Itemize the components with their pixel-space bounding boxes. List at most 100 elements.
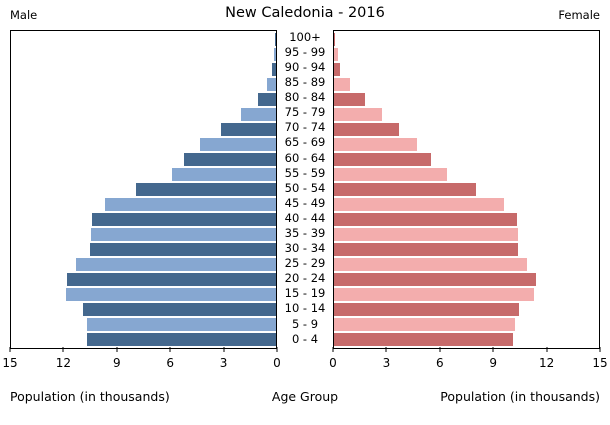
axis-tick-label-0: 0 bbox=[329, 356, 337, 370]
female-axis-ticks: 0 3 6 9 12 15 bbox=[329, 347, 608, 379]
male-bar-row-10-14 bbox=[11, 302, 276, 317]
male-bar-row-45-49 bbox=[11, 197, 276, 212]
female-bar-0-4 bbox=[334, 333, 514, 346]
male-bar-5-9 bbox=[86, 318, 276, 331]
age-label-15-19: 15 - 19 bbox=[284, 286, 326, 301]
chart-title: New Caledonia - 2016 bbox=[225, 5, 385, 21]
age-label-70-74: 70 - 74 bbox=[284, 120, 326, 135]
male-bar-row-5-9 bbox=[11, 317, 276, 332]
female-bar-row-40-44 bbox=[334, 212, 599, 227]
female-axis-label: Population (in thousands) bbox=[440, 389, 600, 404]
axis-tick-label-6: 6 bbox=[166, 356, 175, 370]
age-label-5-9: 5 - 9 bbox=[291, 316, 319, 331]
female-bar-40-44 bbox=[334, 213, 517, 226]
female-bar-row-5-9 bbox=[334, 317, 599, 332]
axis-tick-label-3: 3 bbox=[219, 356, 228, 370]
female-bar-row-50-54 bbox=[334, 182, 599, 197]
male-bar-100plus bbox=[275, 33, 276, 46]
male-bar-85-89 bbox=[267, 78, 276, 91]
male-axis-label: Population (in thousands) bbox=[10, 389, 170, 404]
age-label-75-79: 75 - 79 bbox=[284, 105, 326, 120]
female-bar-20-24 bbox=[334, 273, 537, 286]
age-label-35-39: 35 - 39 bbox=[284, 226, 326, 241]
female-side-header: Female bbox=[558, 8, 600, 22]
female-bar-75-79 bbox=[334, 108, 382, 121]
axis-tick-label-3: 3 bbox=[382, 356, 391, 370]
female-bar-80-84 bbox=[334, 93, 365, 106]
axis-tick-mark bbox=[332, 347, 334, 352]
male-bar-row-20-24 bbox=[11, 272, 276, 287]
male-bar-65-69 bbox=[200, 138, 276, 151]
male-bar-row-55-59 bbox=[11, 167, 276, 182]
male-bar-55-59 bbox=[171, 168, 276, 181]
axis-tick-mark bbox=[546, 347, 548, 352]
male-axis-ticks: 15 12 9 6 3 0 bbox=[2, 347, 281, 379]
male-bar-row-25-29 bbox=[11, 257, 276, 272]
age-label-65-69: 65 - 69 bbox=[284, 135, 326, 150]
male-bar-50-54 bbox=[135, 183, 276, 196]
age-label-60-64: 60 - 64 bbox=[284, 150, 326, 165]
age-label-10-14: 10 - 14 bbox=[284, 301, 326, 316]
axis-tick-mark bbox=[599, 347, 601, 352]
male-bar-row-40-44 bbox=[11, 212, 276, 227]
axis-tick-mark bbox=[9, 347, 11, 352]
male-bar-40-44 bbox=[92, 213, 276, 226]
female-bar-100plus bbox=[334, 33, 336, 46]
male-bar-row-65-69 bbox=[11, 137, 276, 152]
female-bar-25-29 bbox=[334, 258, 528, 271]
female-bar-10-14 bbox=[334, 303, 519, 316]
female-bar-85-89 bbox=[334, 78, 350, 91]
axis-tick-mark bbox=[223, 347, 225, 352]
axis-tick-label-9: 9 bbox=[489, 356, 498, 370]
male-side-header: Male bbox=[10, 8, 38, 22]
female-bar-row-70-74 bbox=[334, 122, 599, 137]
male-bar-80-84 bbox=[258, 93, 276, 106]
female-bar-55-59 bbox=[334, 168, 448, 181]
female-bar-15-19 bbox=[334, 288, 534, 301]
female-bar-30-34 bbox=[334, 243, 518, 256]
age-label-90-94: 90 - 94 bbox=[284, 59, 326, 74]
male-bar-35-39 bbox=[91, 228, 276, 241]
male-bar-row-100plus bbox=[11, 32, 276, 47]
male-bar-60-64 bbox=[184, 153, 276, 166]
axis-tick-label-0: 0 bbox=[273, 356, 281, 370]
female-bar-row-55-59 bbox=[334, 167, 599, 182]
female-bar-65-69 bbox=[334, 138, 418, 151]
male-bar-row-85-89 bbox=[11, 77, 276, 92]
male-bar-row-30-34 bbox=[11, 242, 276, 257]
female-bar-row-45-49 bbox=[334, 197, 599, 212]
female-bar-90-94 bbox=[334, 63, 341, 76]
axis-tick-mark bbox=[276, 347, 278, 352]
female-bar-row-90-94 bbox=[334, 62, 599, 77]
age-label-80-84: 80 - 84 bbox=[284, 90, 326, 105]
age-label-40-44: 40 - 44 bbox=[284, 210, 326, 225]
axis-tick-label-9: 9 bbox=[112, 356, 121, 370]
female-bar-row-85-89 bbox=[334, 77, 599, 92]
female-bar-row-0-4 bbox=[334, 332, 599, 347]
axis-tick-label-15: 15 bbox=[2, 356, 18, 370]
male-bar-30-34 bbox=[89, 243, 276, 256]
axis-tick-mark bbox=[169, 347, 171, 352]
male-bar-row-15-19 bbox=[11, 287, 276, 302]
axis-tick-label-12: 12 bbox=[55, 356, 72, 370]
female-bar-50-54 bbox=[334, 183, 477, 196]
female-bar-45-49 bbox=[334, 198, 505, 211]
female-bar-5-9 bbox=[334, 318, 516, 331]
axis-tick-mark bbox=[439, 347, 441, 352]
female-bar-row-20-24 bbox=[334, 272, 599, 287]
female-bar-60-64 bbox=[334, 153, 432, 166]
female-bar-row-65-69 bbox=[334, 137, 599, 152]
age-label-95-99: 95 - 99 bbox=[284, 44, 326, 59]
male-bar-0-4 bbox=[86, 333, 276, 346]
age-label-55-59: 55 - 59 bbox=[284, 165, 326, 180]
male-plot-area bbox=[10, 30, 277, 349]
axis-tick-mark bbox=[492, 347, 494, 352]
axis-tick-mark bbox=[116, 347, 118, 352]
male-bar-row-0-4 bbox=[11, 332, 276, 347]
female-bar-row-15-19 bbox=[334, 287, 599, 302]
age-group-labels: 100+ 95 - 99 90 - 94 85 - 89 80 - 84 75 - 79 7… bbox=[277, 30, 333, 347]
male-bar-20-24 bbox=[66, 273, 276, 286]
age-label-50-54: 50 - 54 bbox=[284, 180, 326, 195]
male-bar-75-79 bbox=[240, 108, 276, 121]
